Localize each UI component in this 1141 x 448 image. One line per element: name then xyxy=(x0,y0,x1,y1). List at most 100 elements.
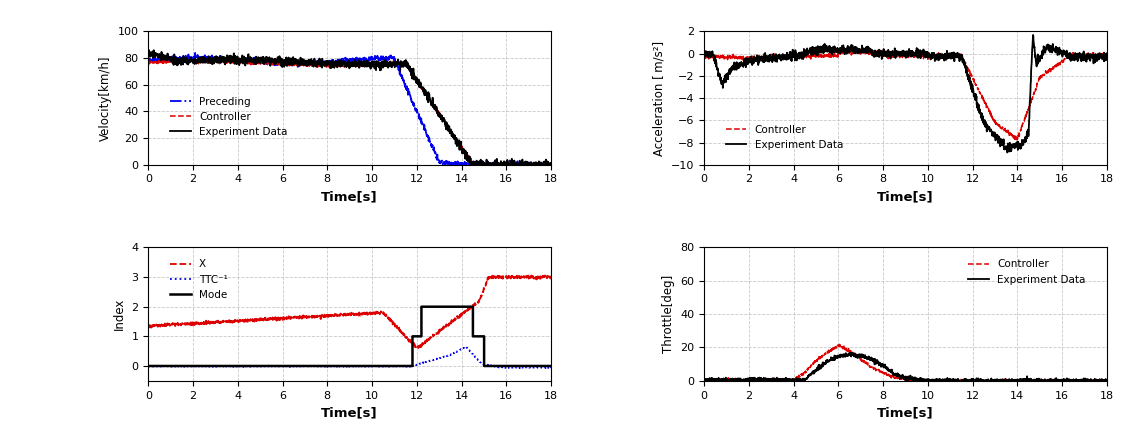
Controller xyxy=(308,60,322,66)
Line: Experiment Data: Experiment Data xyxy=(148,50,551,165)
Experiment Data xyxy=(292,63,306,69)
Experiment Data xyxy=(861,356,875,362)
Experiment Data xyxy=(141,53,155,58)
Legend: Controller, Experiment Data: Controller, Experiment Data xyxy=(964,255,1090,289)
Experiment Data xyxy=(464,162,478,168)
Experiment Data xyxy=(720,377,734,382)
Controller xyxy=(864,364,877,369)
Controller xyxy=(177,56,191,62)
Mode xyxy=(141,363,155,369)
Controller xyxy=(1010,137,1023,142)
Controller xyxy=(292,62,306,67)
TTC⁻¹ xyxy=(164,363,178,369)
Preceding xyxy=(306,60,319,65)
Experiment Data xyxy=(848,47,861,52)
Y-axis label: Throttle[deg]: Throttle[deg] xyxy=(662,275,674,353)
Experiment Data xyxy=(141,47,155,52)
Mode xyxy=(227,363,241,369)
Y-axis label: Velocity[km/h]: Velocity[km/h] xyxy=(99,55,112,141)
Controller xyxy=(848,47,861,52)
TTC⁻¹ xyxy=(416,360,430,366)
Mode xyxy=(164,363,178,369)
Controller xyxy=(848,47,861,53)
Preceding xyxy=(438,162,452,168)
X xyxy=(495,272,509,278)
Controller xyxy=(164,59,178,64)
Preceding xyxy=(292,63,306,68)
Controller xyxy=(864,49,877,55)
X xyxy=(306,313,319,319)
Experiment Data xyxy=(228,61,242,66)
Legend: Controller, Experiment Data: Controller, Experiment Data xyxy=(721,121,848,154)
Mode xyxy=(414,304,428,310)
Y-axis label: Index: Index xyxy=(113,298,126,330)
TTC⁻¹ xyxy=(292,364,306,369)
Experiment Data xyxy=(1100,378,1114,383)
Experiment Data xyxy=(697,377,711,383)
Experiment Data xyxy=(308,61,322,67)
Experiment Data xyxy=(864,357,877,362)
Experiment Data xyxy=(861,49,875,55)
Controller xyxy=(544,162,558,168)
Mode xyxy=(416,304,430,310)
TTC⁻¹ xyxy=(501,365,515,370)
Controller xyxy=(697,54,711,60)
Experiment Data xyxy=(844,350,858,355)
Controller xyxy=(861,49,875,54)
Mode xyxy=(544,363,558,369)
Controller xyxy=(141,58,155,64)
TTC⁻¹ xyxy=(141,364,155,369)
Experiment Data xyxy=(1100,57,1114,63)
Mode xyxy=(292,363,306,369)
Preceding xyxy=(141,57,155,63)
Controller xyxy=(228,58,242,64)
X-axis label: Time[s]: Time[s] xyxy=(322,190,378,203)
Experiment Data xyxy=(848,353,861,358)
Preceding xyxy=(228,56,242,62)
Controller xyxy=(972,378,986,383)
Controller xyxy=(861,362,875,368)
Preceding xyxy=(164,57,178,63)
Controller xyxy=(466,162,479,168)
TTC⁻¹ xyxy=(459,344,472,349)
TTC⁻¹ xyxy=(544,365,558,370)
Experiment Data xyxy=(306,61,319,66)
X xyxy=(227,319,241,324)
Experiment Data xyxy=(416,89,430,95)
TTC⁻¹ xyxy=(308,363,322,369)
Preceding xyxy=(416,121,430,126)
Line: TTC⁻¹: TTC⁻¹ xyxy=(148,347,551,368)
Preceding xyxy=(308,60,322,65)
TTC⁻¹ xyxy=(227,364,241,369)
X xyxy=(412,345,426,351)
Line: Controller: Controller xyxy=(704,50,1107,140)
X xyxy=(141,323,155,328)
Controller xyxy=(784,378,798,383)
X xyxy=(292,316,306,321)
Controller xyxy=(848,353,861,359)
Controller xyxy=(306,63,319,68)
Experiment Data xyxy=(697,378,711,383)
Controller xyxy=(1100,52,1114,57)
Controller xyxy=(697,376,711,382)
X xyxy=(544,273,558,279)
Controller xyxy=(720,377,734,382)
Controller xyxy=(416,87,430,93)
X-axis label: Time[s]: Time[s] xyxy=(877,190,933,203)
Line: Mode: Mode xyxy=(148,307,551,366)
X xyxy=(164,321,178,326)
Experiment Data xyxy=(1026,32,1039,38)
Line: Experiment Data: Experiment Data xyxy=(704,35,1107,152)
Experiment Data xyxy=(1001,150,1014,155)
Experiment Data xyxy=(164,57,178,63)
Experiment Data xyxy=(720,76,734,81)
TTC⁻¹ xyxy=(306,363,319,369)
X-axis label: Time[s]: Time[s] xyxy=(322,406,378,419)
Line: Controller: Controller xyxy=(148,59,551,165)
Preceding xyxy=(544,162,558,168)
Legend: Preceding, Controller, Experiment Data: Preceding, Controller, Experiment Data xyxy=(165,92,291,141)
Y-axis label: Acceleration [ m/s²]: Acceleration [ m/s²] xyxy=(653,40,665,155)
Controller xyxy=(720,54,734,59)
Experiment Data xyxy=(784,376,798,382)
Line: X: X xyxy=(148,275,551,348)
